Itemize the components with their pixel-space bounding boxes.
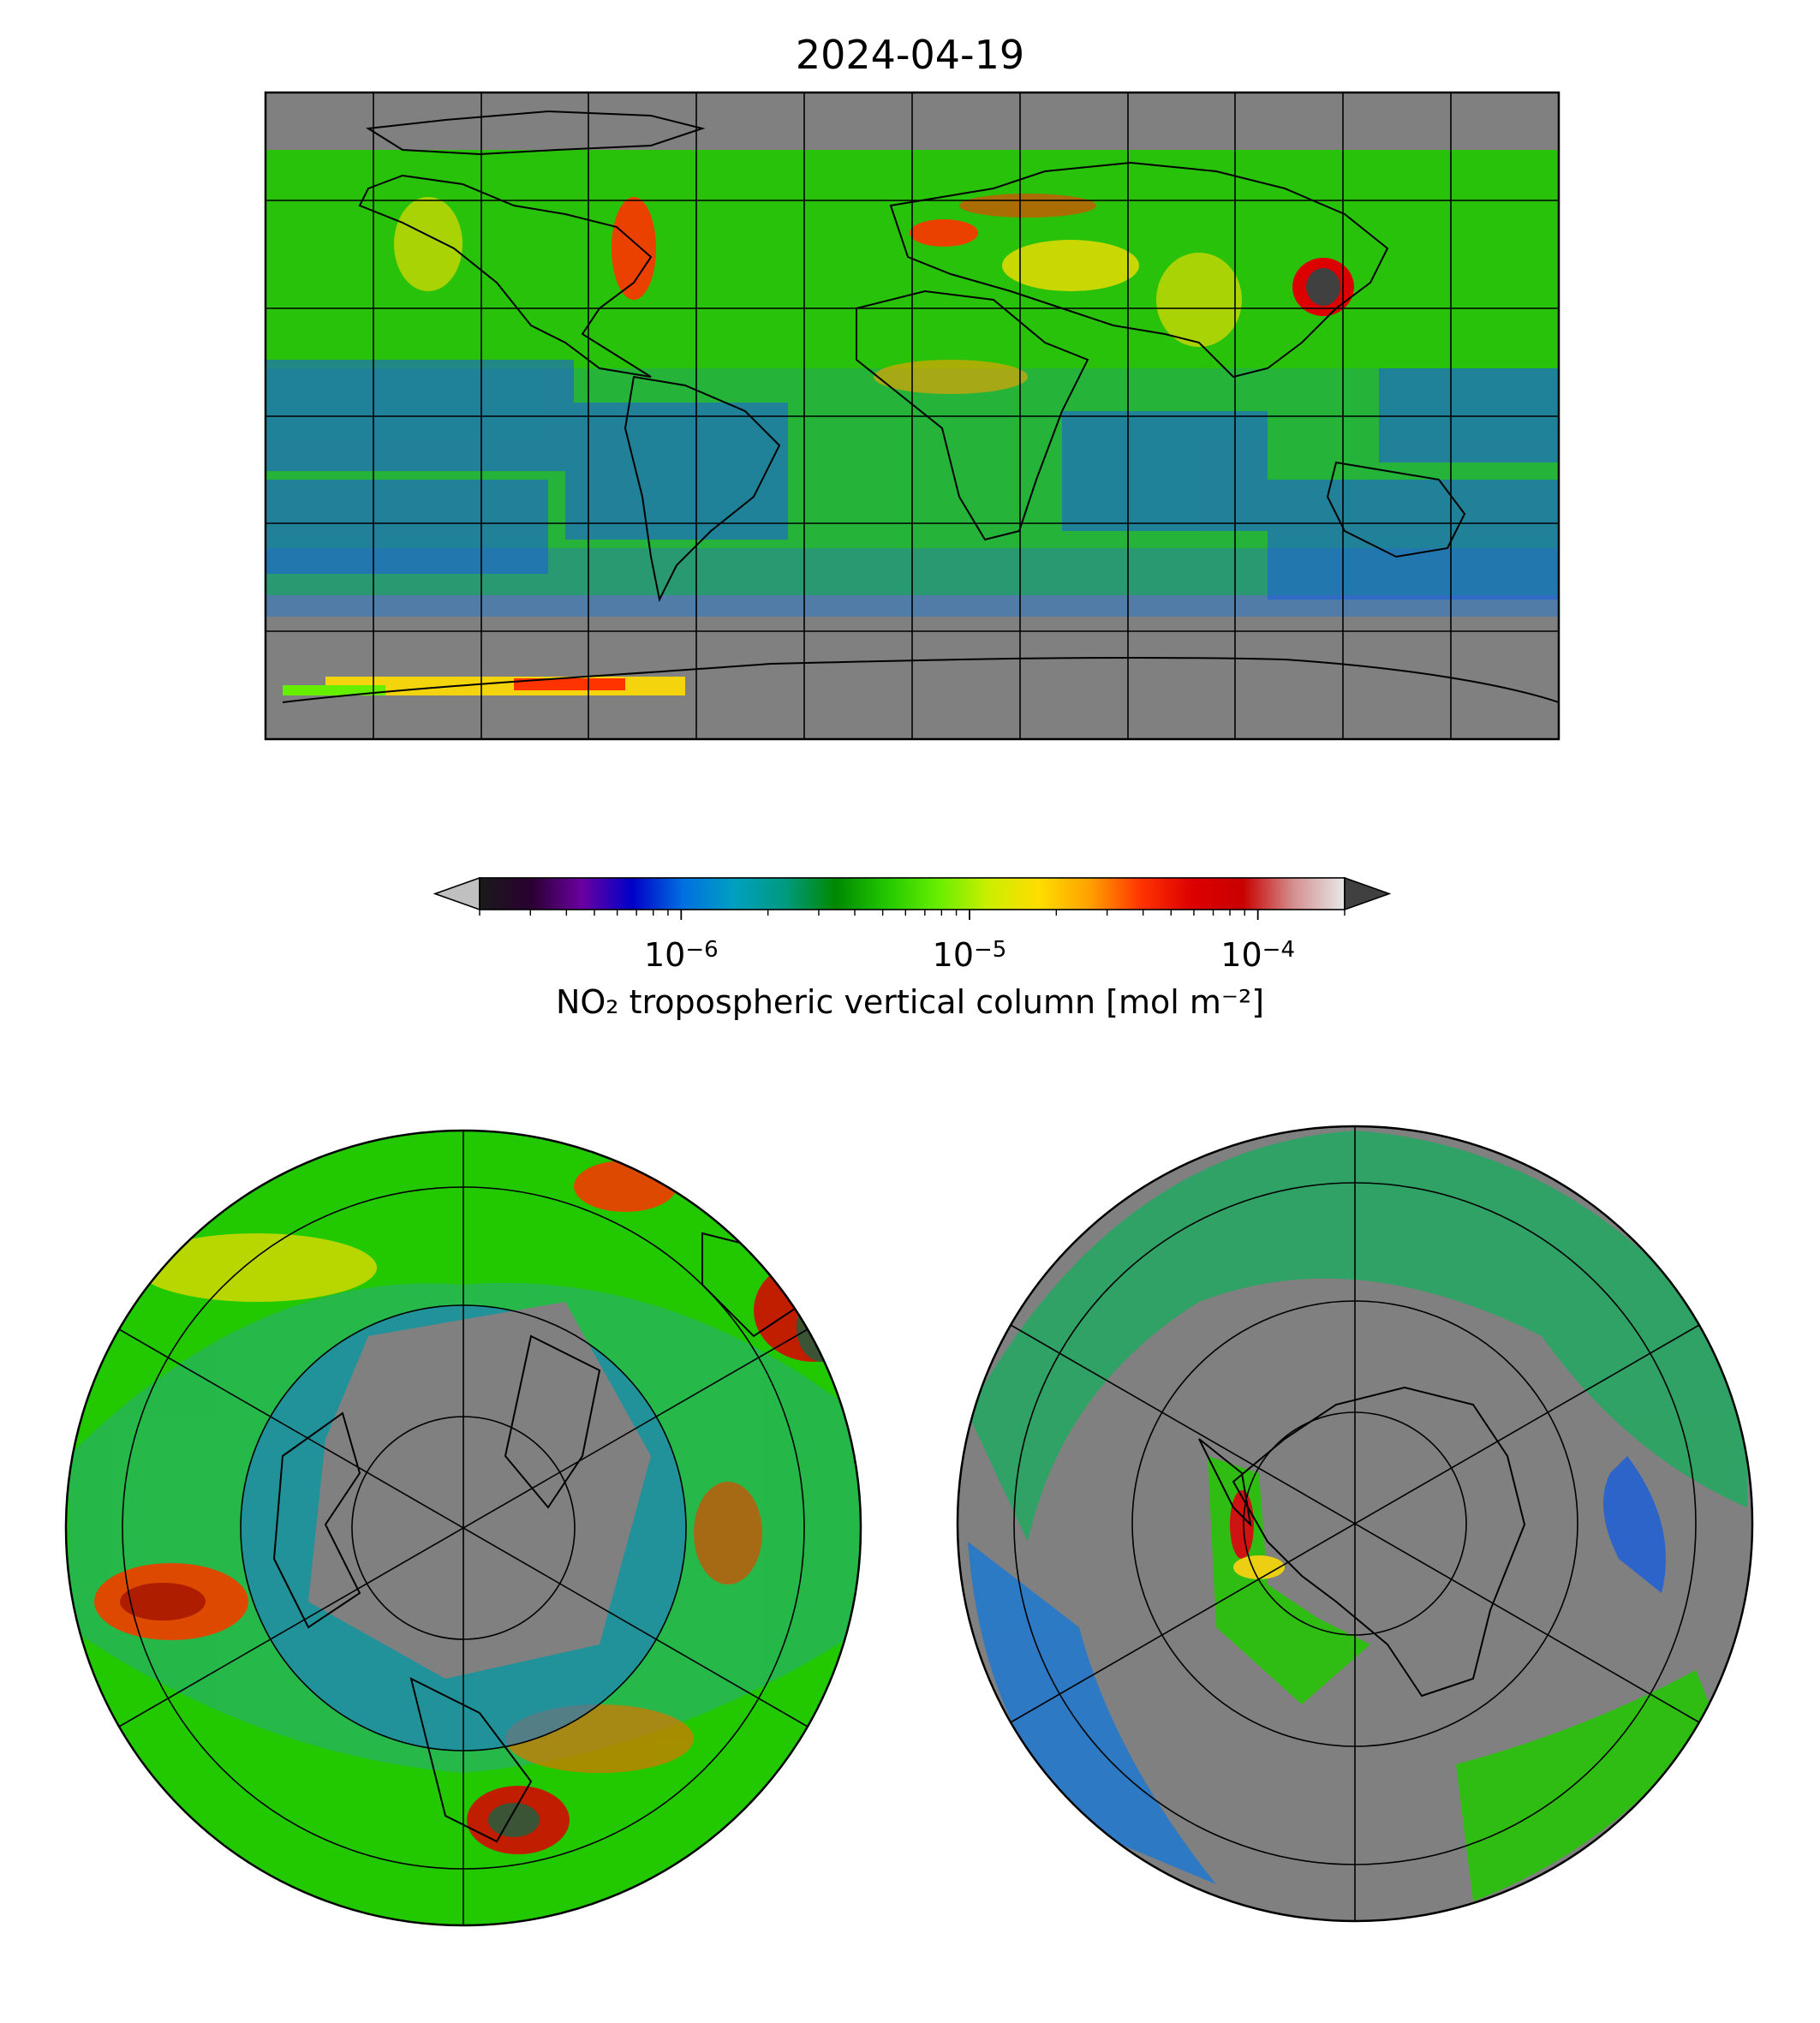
east-asia-saturated — [1306, 268, 1340, 306]
global-map — [266, 92, 1559, 739]
north-polar-map — [66, 1131, 861, 1925]
north-polar-frame — [64, 1129, 862, 1927]
south-polar-frame — [956, 1125, 1754, 1923]
europe-hotspot — [910, 219, 978, 247]
global-map-frame — [264, 91, 1560, 741]
colorbar-frame — [479, 877, 1346, 910]
colorbar-tick-label-1e-4: 10−4 — [1220, 936, 1295, 974]
colorbar-gradient — [480, 878, 1345, 910]
figure-title: 2024-04-19 — [795, 32, 1025, 78]
colorbar-over-extension — [1344, 876, 1392, 911]
colorbar-label: NO₂ tropospheric vertical column [mol m⁻… — [555, 983, 1265, 1021]
colorbar-tick-label-1e-5: 10−5 — [932, 936, 1007, 974]
colorbar-ticks — [479, 910, 1346, 920]
colorbar-under-extension — [433, 876, 480, 911]
colorbar-tick-label-1e-6: 10−6 — [643, 936, 719, 974]
global-graticule — [266, 92, 1559, 739]
eastern-us-hotspot — [612, 197, 656, 300]
colorbar — [433, 876, 1392, 920]
global-low-value-patches — [266, 360, 1559, 600]
global-coastlines — [282, 110, 1559, 703]
global-high-value-patches — [283, 194, 1354, 695]
south-polar-map — [958, 1126, 1752, 1921]
